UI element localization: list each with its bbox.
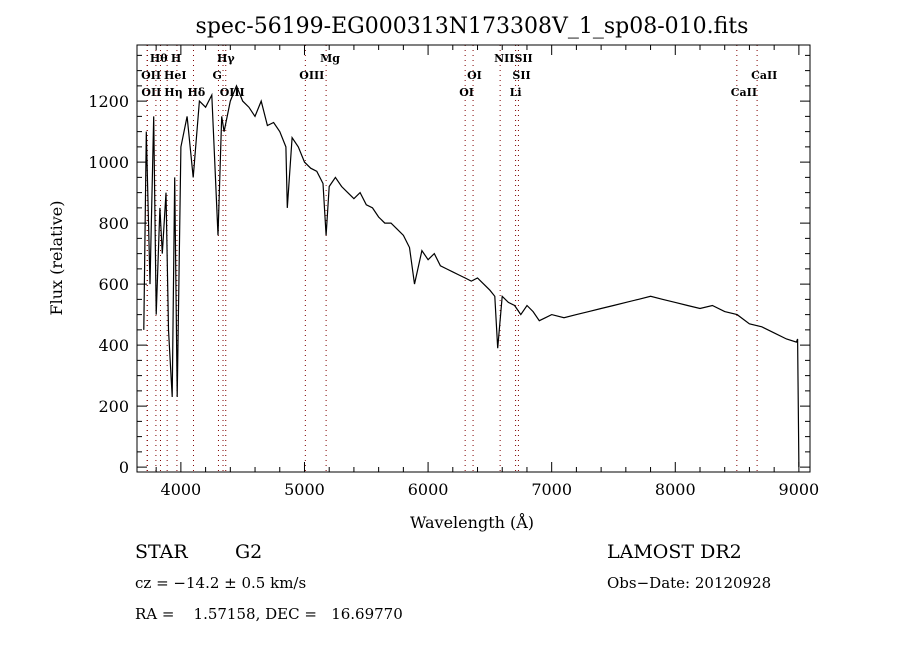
- x-tick-label: 5000: [284, 480, 325, 499]
- spectral-line-label: H: [171, 52, 181, 65]
- x-tick-label: 6000: [408, 480, 449, 499]
- spectral-line-label: CaII: [751, 69, 777, 82]
- spectral-line-label: OII: [141, 69, 161, 82]
- spectral-line-label: CaII: [731, 86, 757, 99]
- spectral-line-label: NIISII: [494, 52, 533, 65]
- spectral-line-label: OI: [459, 86, 474, 99]
- y-tick-label: 1000: [88, 153, 129, 172]
- spectral-line-label: OIII: [299, 69, 324, 82]
- chart-title: spec-56199-EG000313N173308V_1_sp08-010.f…: [196, 14, 749, 39]
- spectral-line-label: Hη: [164, 86, 182, 99]
- redshift-text: cz = −14.2 ± 0.5 km/s: [135, 574, 306, 592]
- y-tick-label: 200: [98, 397, 129, 416]
- spectral-line-label: HeI: [164, 69, 187, 82]
- y-axis-label: Flux (relative): [47, 201, 66, 316]
- y-tick-label: 800: [98, 214, 129, 233]
- x-tick-label: 9000: [779, 480, 820, 499]
- y-tick-label: 400: [98, 336, 129, 355]
- spectrum-line: [143, 84, 800, 468]
- plot-frame: [136, 44, 811, 473]
- spectral-line-label: Hθ: [150, 52, 168, 65]
- series-group: [143, 84, 800, 468]
- x-tick-label: 8000: [655, 480, 696, 499]
- y-tick-label: 1200: [88, 92, 129, 111]
- spectral-line-label: SII: [512, 69, 530, 82]
- spectral-line-label: OII: [141, 86, 161, 99]
- spectral-line-label: OI: [467, 69, 482, 82]
- obs-date: Obs−Date: 20120928: [607, 574, 771, 592]
- x-tick-label: 7000: [531, 480, 572, 499]
- spectral-line-label: Hγ: [217, 52, 235, 65]
- x-tick-label: 4000: [161, 480, 202, 499]
- spectral-line-label: G: [213, 69, 222, 82]
- coordinates: RA = 1.57158, DEC = 16.69770: [135, 605, 403, 623]
- spectral-line-markers: Hθ H Hγ Mg NIISII OII HeI G OIII OI SII CaII OII Hη Hδ…: [141, 45, 777, 472]
- survey-name: LAMOST DR2: [607, 541, 742, 563]
- x-axis-label: Wavelength (Å): [410, 512, 534, 532]
- spectral-line-label: Li: [510, 86, 522, 99]
- spectral-line-label: Mg: [320, 52, 340, 65]
- spectral-line-label: Hδ: [188, 86, 206, 99]
- object-subclass: G2: [235, 541, 262, 563]
- y-tick-label: 0: [119, 458, 129, 477]
- object-class: STAR: [135, 541, 188, 563]
- axis-ticks: 4000 5000 6000 7000 8000 9000 0 200 400 600 800 100…: [88, 45, 819, 499]
- y-tick-label: 600: [98, 275, 129, 294]
